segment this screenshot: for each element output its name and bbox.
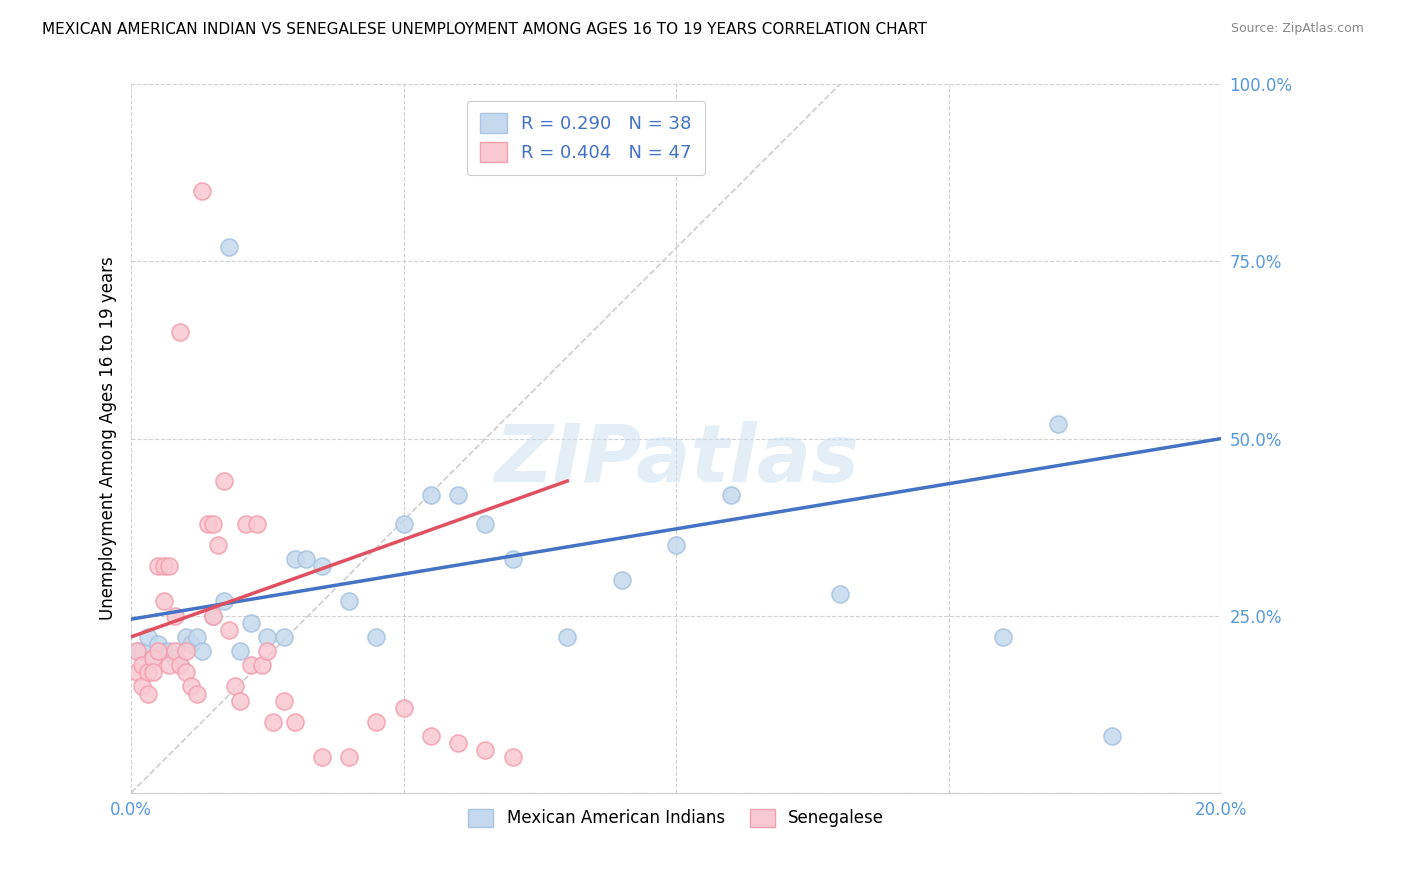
Point: [1101, 729, 1123, 743]
Point: [142, 665, 165, 680]
Point: [665, 538, 688, 552]
Point: [163, 608, 186, 623]
Text: ZIPatlas: ZIPatlas: [494, 421, 859, 499]
Point: [148, 644, 170, 658]
Point: [474, 743, 496, 757]
Point: [392, 516, 415, 531]
Point: [157, 644, 180, 658]
Point: [174, 630, 197, 644]
Point: [174, 665, 197, 680]
Point: [229, 693, 252, 707]
Point: [197, 516, 219, 531]
Point: [246, 516, 269, 531]
Legend: Mexican American Indians, Senegalese: Mexican American Indians, Senegalese: [461, 802, 891, 834]
Point: [201, 516, 224, 531]
Point: [229, 644, 252, 658]
Point: [218, 623, 240, 637]
Point: [502, 750, 524, 764]
Point: [131, 644, 153, 658]
Point: [191, 184, 214, 198]
Point: [142, 651, 165, 665]
Point: [207, 538, 229, 552]
Point: [447, 488, 470, 502]
Point: [136, 686, 159, 700]
Point: [201, 608, 224, 623]
Point: [131, 680, 153, 694]
Point: [392, 700, 415, 714]
Point: [720, 488, 742, 502]
Point: [125, 644, 148, 658]
Point: [224, 680, 246, 694]
Point: [169, 658, 191, 673]
Point: [235, 516, 257, 531]
Point: [157, 559, 180, 574]
Point: [311, 750, 333, 764]
Point: [136, 630, 159, 644]
Point: [174, 644, 197, 658]
Point: [993, 630, 1015, 644]
Point: [474, 516, 496, 531]
Point: [153, 559, 176, 574]
Point: [240, 615, 263, 630]
Point: [218, 240, 240, 254]
Point: [256, 644, 278, 658]
Point: [262, 714, 284, 729]
Point: [1046, 417, 1069, 432]
Point: [142, 651, 165, 665]
Point: [180, 680, 202, 694]
Point: [284, 552, 307, 566]
Point: [828, 587, 851, 601]
Point: [240, 658, 263, 673]
Point: [366, 630, 388, 644]
Point: [311, 559, 333, 574]
Point: [337, 750, 360, 764]
Point: [250, 658, 273, 673]
Point: [163, 644, 186, 658]
Point: [180, 637, 202, 651]
Point: [420, 488, 443, 502]
Point: [256, 630, 278, 644]
Point: [148, 637, 170, 651]
Point: [125, 644, 148, 658]
Point: [186, 630, 208, 644]
Point: [136, 665, 159, 680]
Point: [201, 608, 224, 623]
Point: [447, 736, 470, 750]
Point: [169, 658, 191, 673]
Point: [212, 474, 235, 488]
Point: [212, 594, 235, 608]
Point: [273, 693, 295, 707]
Point: [125, 665, 148, 680]
Point: [273, 630, 295, 644]
Text: Source: ZipAtlas.com: Source: ZipAtlas.com: [1230, 22, 1364, 36]
Point: [420, 729, 443, 743]
Point: [555, 630, 578, 644]
Point: [157, 658, 180, 673]
Point: [294, 552, 316, 566]
Point: [502, 552, 524, 566]
Point: [284, 714, 307, 729]
Point: [169, 326, 191, 340]
Point: [153, 594, 176, 608]
Text: MEXICAN AMERICAN INDIAN VS SENEGALESE UNEMPLOYMENT AMONG AGES 16 TO 19 YEARS COR: MEXICAN AMERICAN INDIAN VS SENEGALESE UN…: [42, 22, 927, 37]
Point: [337, 594, 360, 608]
Point: [610, 573, 633, 587]
Y-axis label: Unemployment Among Ages 16 to 19 years: Unemployment Among Ages 16 to 19 years: [100, 257, 117, 621]
Point: [186, 686, 208, 700]
Point: [153, 644, 176, 658]
Point: [148, 559, 170, 574]
Point: [191, 644, 214, 658]
Point: [131, 658, 153, 673]
Point: [163, 651, 186, 665]
Point: [366, 714, 388, 729]
